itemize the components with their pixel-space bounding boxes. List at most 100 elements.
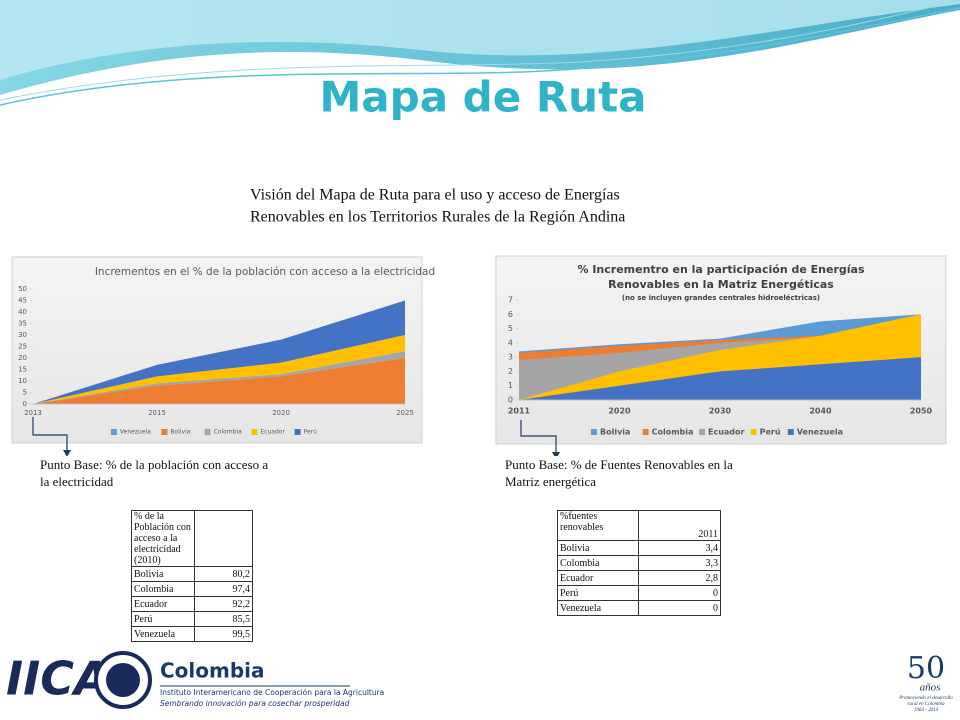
legend-swatch (251, 429, 258, 435)
header-wave-light (0, 0, 960, 80)
y-tick-label: 15 (18, 366, 27, 374)
intro-line: Renovables en los Territorios Rurales de… (250, 209, 625, 226)
y-tick-label: 3 (508, 353, 513, 362)
base-label-block: Punto Base: % de Fuentes Renovables en l… (505, 456, 765, 490)
legend-swatch (787, 429, 794, 435)
slide-title: Mapa de Ruta (320, 73, 647, 122)
arrowhead (552, 452, 560, 459)
table-row: Colombia 3,3 (557, 555, 721, 571)
anniversary-word: años (920, 682, 941, 694)
legend-label: Bolivia (170, 429, 190, 436)
table-cell: 0 (638, 585, 721, 601)
table-cell: % de la Población con acceso a la electr… (131, 510, 195, 567)
y-tick-label: 35 (18, 320, 27, 328)
x-tick-label: 2040 (809, 407, 832, 416)
table-cell: 97,4 (194, 581, 253, 597)
header-wave-line (0, 0, 960, 101)
table-cell: 2011 (638, 510, 721, 541)
y-tick-label: 0 (23, 400, 27, 408)
x-tick-label: 2020 (272, 409, 290, 417)
area (33, 300, 405, 404)
anniversary-number: 50 (907, 651, 945, 686)
table-row: Ecuador 2,8 (557, 570, 721, 586)
table-cell: %fuentes renovables (557, 510, 639, 541)
table-cell: Ecuador (131, 596, 195, 612)
table-cell: 2,8 (638, 570, 721, 586)
legend-label: Perú (760, 428, 781, 437)
table: % de la Población con acceso a la electr… (131, 510, 253, 642)
legend-swatch (699, 429, 705, 435)
table-row: Venezuela 0 (557, 600, 721, 616)
legend-label: Venezuela (120, 429, 151, 436)
table-cell: Perú (557, 585, 639, 601)
legend-swatch (642, 429, 649, 435)
table-cell: 3,4 (638, 540, 721, 556)
anniversary-text: rural en Colombia (907, 702, 945, 707)
chart-title: Incrementos en el % de la población con … (95, 266, 435, 278)
logo-country: Colombia (160, 659, 265, 683)
table-row: Perú 85,5 (131, 611, 253, 627)
anniversary-text: Promoviendo el desarrollo (898, 696, 953, 701)
y-tick-label: 0 (508, 396, 513, 405)
x-tick-label: 2020 (608, 407, 631, 416)
table-cell: Colombia (557, 555, 639, 571)
legend-swatch (111, 429, 117, 435)
legend-label: Perú (304, 429, 318, 436)
header-wave-line (0, 7, 960, 106)
base-label-block: Punto Base: % de la población con acceso… (40, 456, 270, 490)
legend-label: Colombia (214, 429, 243, 436)
table-row: Bolivia 80,2 (131, 566, 253, 582)
x-tick-label: 2025 (396, 409, 414, 417)
anniversary-text: 1964 - 2014 (914, 708, 939, 713)
table-cell: 85,5 (194, 611, 253, 627)
x-tick-label: 2015 (148, 409, 166, 417)
table-row: Perú 0 (557, 585, 721, 601)
legend-label: Venezuela (797, 428, 843, 437)
y-tick-label: 5 (23, 389, 27, 397)
table-row: Ecuador 92,2 (131, 596, 253, 612)
chart-title: % Incrementro en la participación de Ene… (577, 263, 864, 276)
table-cell: Bolivia (557, 540, 639, 556)
legend-swatch (591, 429, 597, 435)
table-cell: 92,2 (194, 596, 253, 612)
logo-emblem-globe (106, 663, 140, 697)
legend-swatch (750, 429, 757, 435)
legend-swatch (204, 429, 211, 435)
chart-title: Renovables en la Matriz Energéticas (608, 278, 834, 291)
y-tick-label: 20 (18, 354, 27, 362)
logo-institute: Instituto Interamericano de Cooperación … (160, 688, 384, 697)
legend-swatch (294, 429, 301, 435)
legend-label: Ecuador (260, 429, 285, 436)
chart-subtitle: (no se incluyen grandes centrales hidroe… (622, 294, 820, 302)
table-cell: 0 (638, 600, 721, 616)
y-tick-label: 2 (508, 367, 513, 376)
y-tick-label: 7 (508, 296, 513, 305)
x-tick-label: 2013 (24, 409, 42, 417)
arrow (520, 420, 557, 452)
y-tick-label: 5 (508, 324, 513, 333)
y-tick-label: 10 (18, 377, 27, 385)
legend-swatch (161, 429, 168, 435)
table-row: % de la Población con acceso a la electr… (131, 510, 253, 567)
area (519, 357, 921, 400)
y-tick-label: 4 (508, 338, 513, 347)
table-cell: Venezuela (131, 626, 195, 642)
y-tick-label: 6 (508, 310, 513, 319)
table-cell: Venezuela (557, 600, 639, 616)
table-cell: Ecuador (557, 570, 639, 586)
table-cell (194, 510, 253, 567)
table-cell: Colombia (131, 581, 195, 597)
y-tick-label: 1 (508, 381, 513, 390)
arrowhead (63, 450, 71, 457)
logo-text: IICA (6, 652, 110, 706)
y-tick-label: 30 (18, 331, 27, 339)
legend-label: Colombia (652, 428, 694, 437)
x-tick-label: 2050 (910, 407, 933, 416)
table-cell: 80,2 (194, 566, 253, 582)
table-row: Colombia 97,4 (131, 581, 253, 597)
y-tick-label: 50 (18, 285, 27, 293)
table-cell: Bolivia (131, 566, 195, 582)
table-cell: 99,5 (194, 626, 253, 642)
